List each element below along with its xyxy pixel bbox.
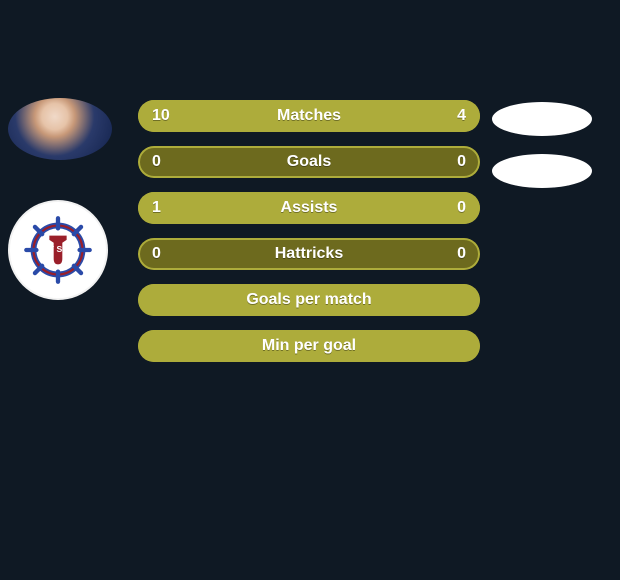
club-badge: NY SFC: [8, 200, 108, 300]
player-avatar-art: [8, 98, 112, 160]
stat-label: Min per goal: [138, 337, 480, 355]
club-badge-icon: NY SFC: [22, 214, 94, 286]
stat-label: Assists: [138, 199, 480, 217]
stat-row: 104Matches: [138, 100, 480, 132]
stat-bars: 104Matches 00Goals 10Assists 00Hattricks Goa…: [138, 100, 480, 376]
opponent-badge-placeholder: [492, 154, 592, 188]
player-avatar: [8, 98, 112, 160]
right-avatars: [492, 92, 602, 188]
stat-row: 10Assists: [138, 192, 480, 224]
stat-label: Goals: [138, 153, 480, 171]
stat-label: Matches: [138, 107, 480, 125]
stat-row: 00Goals: [138, 146, 480, 178]
stat-row: 00Hattricks: [138, 238, 480, 270]
stat-label: Goals per match: [138, 291, 480, 309]
opponent-avatar-placeholder: [492, 102, 592, 136]
left-avatars: NY SFC: [8, 92, 128, 300]
stat-label: Hattricks: [138, 245, 480, 263]
club-badge-text: NY SFC: [42, 244, 73, 254]
stat-row: Goals per match: [138, 284, 480, 316]
comparison-content: NY SFC 104Matches 00Goals 10Assists 00Hattr…: [0, 100, 620, 400]
stat-row: Min per goal: [138, 330, 480, 362]
